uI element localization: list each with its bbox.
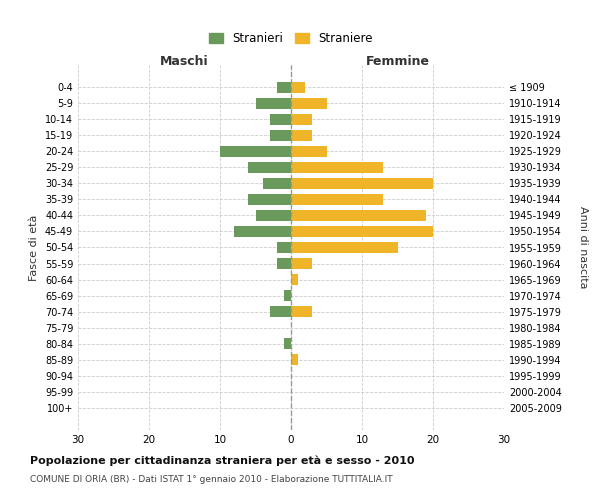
Bar xyxy=(284,338,291,349)
Bar xyxy=(291,210,426,221)
Bar xyxy=(263,178,291,189)
Bar xyxy=(277,242,291,254)
Bar xyxy=(220,146,291,157)
Bar xyxy=(291,98,326,109)
Y-axis label: Anni di nascita: Anni di nascita xyxy=(578,206,589,289)
Text: Maschi: Maschi xyxy=(160,55,209,68)
Y-axis label: Fasce di età: Fasce di età xyxy=(29,214,39,280)
Bar xyxy=(256,210,291,221)
Bar xyxy=(291,258,313,270)
Text: Popolazione per cittadinanza straniera per età e sesso - 2010: Popolazione per cittadinanza straniera p… xyxy=(30,455,415,466)
Bar xyxy=(284,290,291,302)
Bar xyxy=(291,130,313,141)
Bar xyxy=(291,274,298,285)
Bar xyxy=(277,82,291,93)
Bar xyxy=(291,242,398,254)
Bar xyxy=(291,226,433,237)
Bar xyxy=(291,146,326,157)
Legend: Stranieri, Straniere: Stranieri, Straniere xyxy=(204,27,378,50)
Bar xyxy=(291,354,298,366)
Bar xyxy=(291,114,313,125)
Text: COMUNE DI ORIA (BR) - Dati ISTAT 1° gennaio 2010 - Elaborazione TUTTITALIA.IT: COMUNE DI ORIA (BR) - Dati ISTAT 1° genn… xyxy=(30,475,392,484)
Bar xyxy=(270,114,291,125)
Bar xyxy=(248,194,291,205)
Bar xyxy=(291,178,433,189)
Bar xyxy=(291,82,305,93)
Bar xyxy=(270,306,291,318)
Text: Femmine: Femmine xyxy=(365,55,430,68)
Bar xyxy=(256,98,291,109)
Bar xyxy=(291,194,383,205)
Bar xyxy=(270,130,291,141)
Bar xyxy=(277,258,291,270)
Bar xyxy=(291,306,313,318)
Bar xyxy=(234,226,291,237)
Bar xyxy=(291,162,383,173)
Bar xyxy=(248,162,291,173)
